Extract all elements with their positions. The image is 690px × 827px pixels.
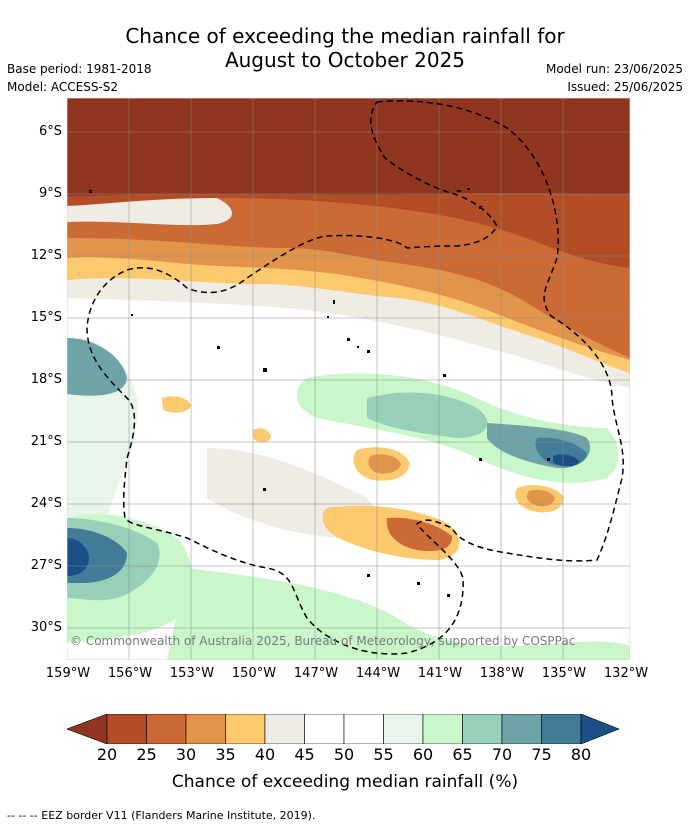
cb-label-35: 35 xyxy=(215,745,236,764)
cb-label-20: 20 xyxy=(96,745,118,764)
lon-tick-135w: 135°W xyxy=(541,666,587,681)
copyright-notice: © Commonwealth of Australia 2025, Bureau… xyxy=(70,634,576,648)
colorbar-cell xyxy=(383,714,424,744)
region-60-65-south xyxy=(167,568,630,660)
region-45-50-mid xyxy=(67,278,630,388)
lat-tick-21s: 21°S xyxy=(30,434,62,449)
model-name: Model: ACCESS-S2 xyxy=(7,80,119,94)
eez-footnote: -- -- -- EEZ border V11 (Flanders Marine… xyxy=(7,809,316,822)
meta-right: Model run: 23/06/2025 Issued: 25/06/2025 xyxy=(546,60,683,96)
lon-tick-156w: 156°W xyxy=(107,666,153,681)
graticule xyxy=(67,98,630,660)
cb-label-55: 55 xyxy=(373,745,394,764)
cb-label-65: 65 xyxy=(452,745,473,764)
lat-tick-6s: 6°S xyxy=(38,124,62,139)
lon-tick-153w: 153°W xyxy=(169,666,215,681)
islands xyxy=(89,188,550,597)
colorbar-extend-low xyxy=(67,714,108,744)
rainfall-map xyxy=(67,98,630,660)
region-dry-pocket-c-core xyxy=(527,489,555,507)
lon-tick-150w: 150°W xyxy=(231,666,277,681)
eez-border xyxy=(86,100,624,655)
cb-label-40: 40 xyxy=(254,745,276,764)
lon-tick-138w: 138°W xyxy=(479,666,525,681)
region-above-80-central xyxy=(553,454,579,467)
colorbar-cell xyxy=(422,714,463,744)
colorbar-cell xyxy=(304,714,345,744)
lat-tick-12s: 12°S xyxy=(30,248,62,263)
colorbar-cell xyxy=(343,714,384,744)
cb-label-60: 60 xyxy=(412,745,434,764)
colorbar-extend-high xyxy=(580,714,620,744)
region-25-30-pocket-a xyxy=(368,454,401,474)
lat-tick-30s: 30°S xyxy=(30,620,62,635)
lon-tick-159w: 159°W xyxy=(45,666,91,681)
meta-left: Base period: 1981-2018 Model: ACCESS-S2 xyxy=(7,60,152,96)
title-line-1: Chance of exceeding the median rainfall … xyxy=(125,24,565,48)
colorbar-cells xyxy=(67,714,620,744)
map-title: Chance of exceeding the median rainfall … xyxy=(0,24,690,72)
lat-tick-18s: 18°S xyxy=(30,372,62,387)
colorbar xyxy=(67,714,620,744)
lat-tick-27s: 27°S xyxy=(30,558,62,573)
region-35-40 xyxy=(67,257,630,373)
colorbar-cell xyxy=(225,714,266,744)
colorbar-title: Chance of exceeding median rainfall (%) xyxy=(171,772,519,792)
colorbar-cell xyxy=(106,714,147,744)
model-run: Model run: 23/06/2025 xyxy=(545,62,683,76)
region-below-20 xyxy=(67,98,630,196)
cb-label-70: 70 xyxy=(491,745,513,764)
colorbar-cell xyxy=(264,714,305,744)
lon-tick-144w: 144°W xyxy=(355,666,401,681)
region-above-80 xyxy=(67,538,89,576)
title-line-2: August to October 2025 xyxy=(224,48,466,72)
colorbar-cell xyxy=(146,714,187,744)
region-dry-pocket-e xyxy=(253,428,271,443)
lon-tick-132w: 132°W xyxy=(603,666,649,681)
cb-label-45: 45 xyxy=(294,745,315,764)
region-70-75-west xyxy=(67,338,127,396)
lat-tick-9s: 9°S xyxy=(38,186,62,201)
cb-label-50: 50 xyxy=(333,745,355,764)
lat-tick-24s: 24°S xyxy=(30,496,62,511)
cb-label-30: 30 xyxy=(175,745,197,764)
lat-tick-15s: 15°S xyxy=(30,310,62,325)
lon-tick-147w: 147°W xyxy=(293,666,339,681)
colorbar-cell xyxy=(462,714,503,744)
base-period: Base period: 1981-2018 xyxy=(7,62,152,76)
lon-tick-141w: 141°W xyxy=(417,666,463,681)
cb-label-75: 75 xyxy=(531,745,552,764)
issued-date: Issued: 25/06/2025 xyxy=(567,80,683,94)
colorbar-cell xyxy=(185,714,226,744)
region-dry-pocket-d xyxy=(162,396,191,413)
region-65-70-central xyxy=(367,392,488,438)
colorbar-cell xyxy=(541,714,582,744)
colorbar-cell xyxy=(501,714,542,744)
cb-label-80: 80 xyxy=(570,745,592,764)
cb-label-25: 25 xyxy=(136,745,157,764)
